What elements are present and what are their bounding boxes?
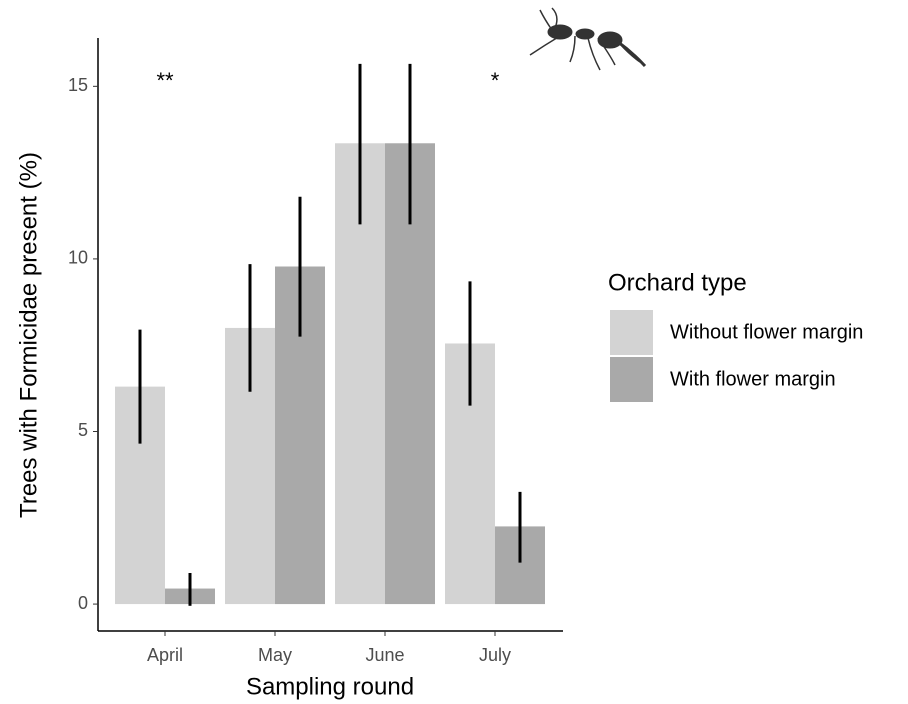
chart: Sampling round Trees with Formicidae pre… — [0, 0, 908, 704]
x-axis-title: Sampling round — [246, 673, 414, 700]
x-tick-label: May — [258, 645, 292, 665]
legend-label: Without flower margin — [670, 321, 863, 343]
legend-key — [610, 357, 653, 402]
x-tick-label: July — [479, 645, 511, 665]
significance-label: * — [491, 68, 500, 93]
y-tick-label: 10 — [68, 248, 88, 268]
y-tick-label: 0 — [78, 593, 88, 613]
legend-title: Orchard type — [608, 269, 747, 296]
legend-key — [610, 310, 653, 355]
y-axis-title: Trees with Formicidae present (%) — [15, 152, 42, 518]
ant-icon — [530, 8, 645, 70]
significance-label: ** — [156, 68, 174, 93]
y-tick-label: 15 — [68, 75, 88, 95]
x-tick-label: April — [147, 645, 183, 665]
y-tick-label: 5 — [78, 420, 88, 440]
legend-label: With flower margin — [670, 368, 836, 390]
x-tick-label: June — [365, 645, 404, 665]
